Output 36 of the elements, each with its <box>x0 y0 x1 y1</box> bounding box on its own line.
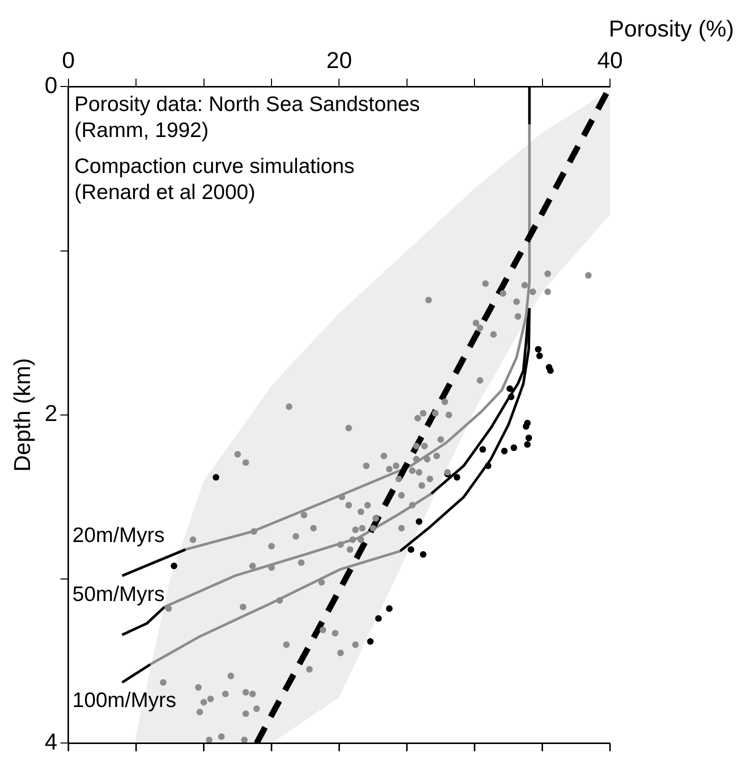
annotation: Compaction curve simulations <box>74 154 355 178</box>
point <box>408 546 414 553</box>
point <box>547 367 554 374</box>
y-tick-label: 2 <box>44 400 58 426</box>
point <box>170 562 178 570</box>
series-label: 20m/Myrs <box>72 524 165 547</box>
point <box>479 446 486 453</box>
annotation: Porosity data: North Sea Sandstones <box>74 92 420 116</box>
point <box>506 385 514 392</box>
y-tick-label: 0 <box>44 72 58 98</box>
point <box>501 448 508 454</box>
point <box>420 551 426 558</box>
point <box>367 638 374 645</box>
point <box>386 605 393 612</box>
point <box>510 444 518 452</box>
point <box>484 462 492 470</box>
point <box>536 352 543 360</box>
y-axis-title: Depth (km) <box>9 358 36 472</box>
point <box>454 474 460 481</box>
point <box>525 434 532 442</box>
x-tick-label: 0 <box>62 47 75 74</box>
annotation: (Ramm, 1992) <box>74 118 209 142</box>
point <box>522 423 530 430</box>
point <box>375 615 382 622</box>
x-tick-label: 40 <box>597 47 623 74</box>
point <box>524 441 531 448</box>
series-label: 50m/Myrs <box>72 582 165 606</box>
y-tick-label: 4 <box>44 728 58 755</box>
x-tick-label: 20 <box>326 47 352 74</box>
point <box>212 474 220 481</box>
point <box>534 346 542 353</box>
annotation: (Renard et al 2000) <box>74 180 256 204</box>
point <box>508 394 514 400</box>
series-label: 100m/Myrs <box>72 688 176 712</box>
x-axis-title: Porosity (%) <box>608 15 734 42</box>
point <box>416 518 422 525</box>
